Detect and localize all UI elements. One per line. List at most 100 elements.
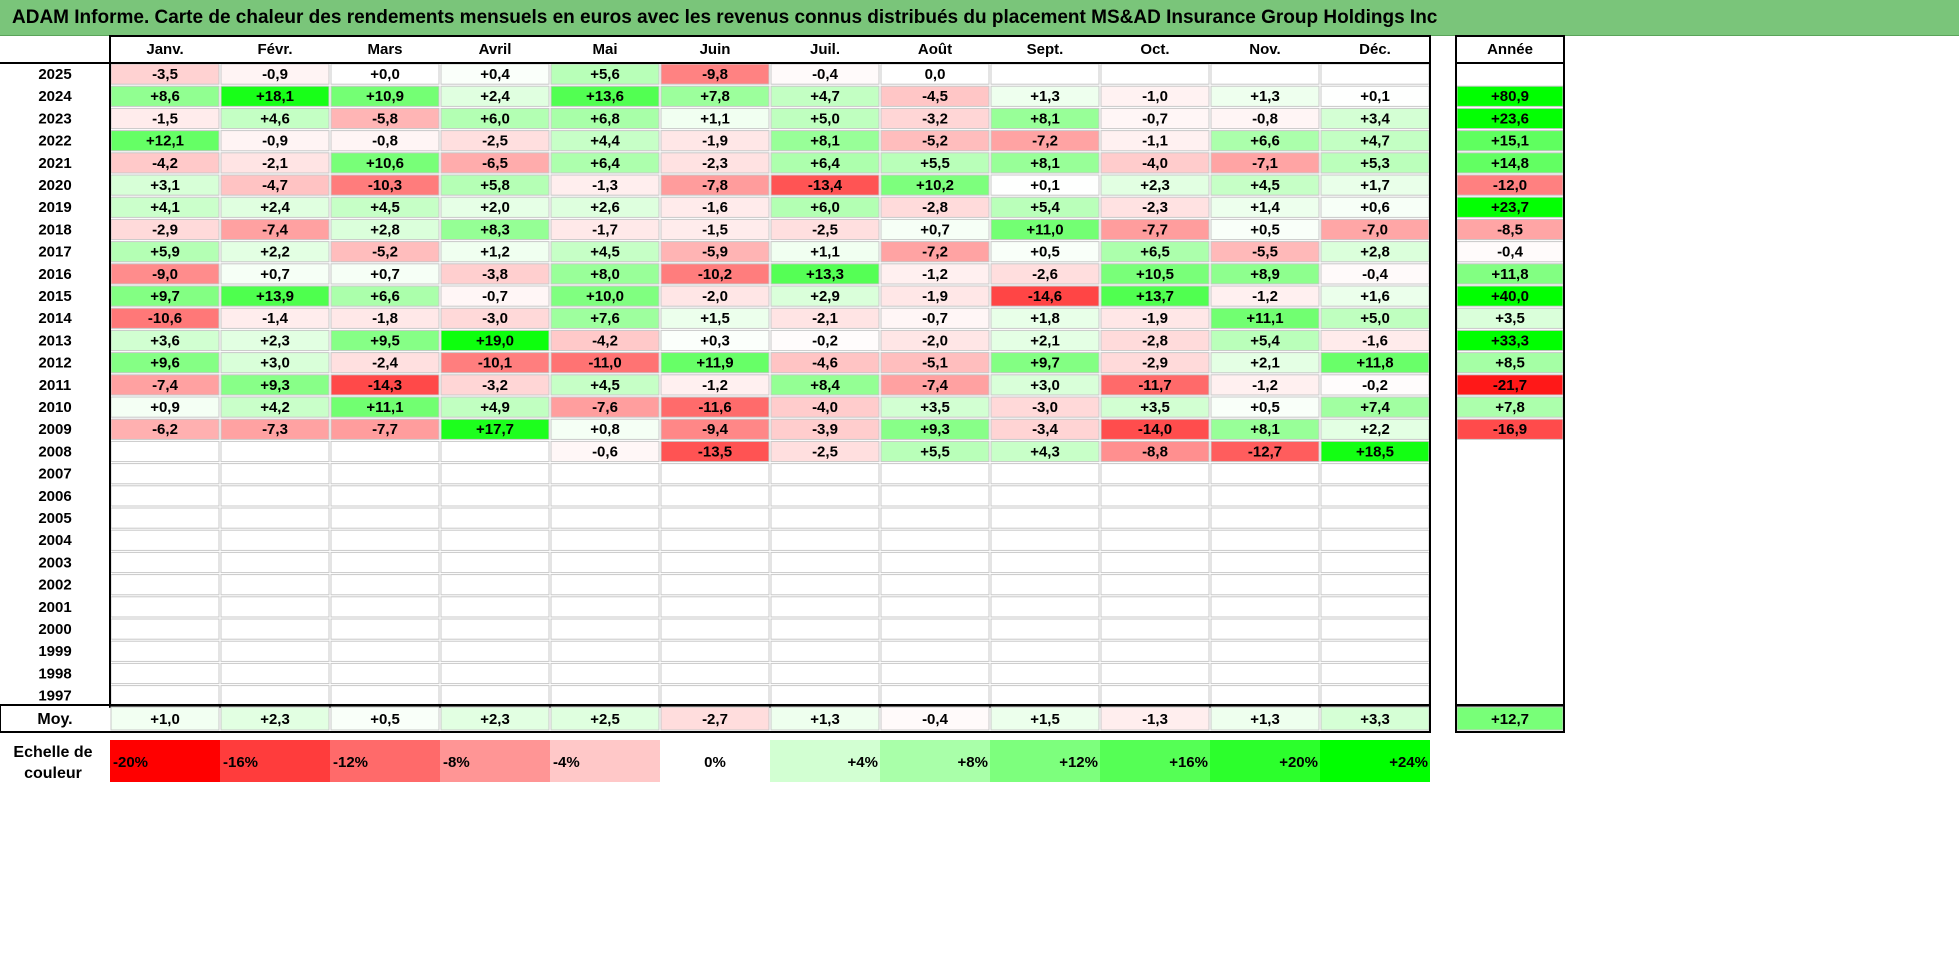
heatmap-cell (990, 418, 1100, 440)
heatmap-cell (550, 440, 660, 463)
heatmap-cell (1100, 63, 1210, 85)
heatmap-cell (880, 85, 990, 107)
cell-value: -9,0 (152, 266, 178, 283)
heatmap-cell (110, 463, 220, 485)
color-scale-step: +12% (1059, 754, 1098, 771)
year-label: 2009 (38, 421, 71, 438)
cell-value: +2,2 (260, 244, 290, 261)
heatmap-cell (110, 529, 220, 551)
heatmap-cell (770, 307, 880, 329)
annual-value: +14,8 (1491, 155, 1529, 172)
cell-value: -1,9 (922, 288, 948, 305)
heatmap-cell (110, 485, 220, 507)
year-label: 2019 (38, 199, 71, 216)
cell-value: -0,7 (922, 310, 948, 327)
heatmap-cell (990, 352, 1100, 374)
cell-value: -12,7 (1248, 443, 1282, 460)
heatmap-cell (1210, 196, 1320, 218)
heatmap-cell (220, 418, 330, 440)
heatmap-cell (1210, 329, 1320, 352)
cell-value: +9,5 (370, 332, 400, 349)
heatmap-cell (1100, 285, 1210, 307)
cell-value: -4,7 (262, 177, 288, 194)
cell-value: +4,5 (370, 199, 400, 216)
heatmap-cell (110, 574, 220, 596)
cell-value: -2,9 (152, 221, 178, 238)
cell-value: -2,5 (812, 443, 838, 460)
heatmap-cell (770, 241, 880, 263)
heatmap-cell (770, 418, 880, 440)
cell-value: -1,8 (372, 310, 398, 327)
heatmap-cell (220, 440, 330, 463)
heatmap-cell (330, 285, 440, 307)
heatmap-cell (110, 596, 220, 618)
heatmap-cell (990, 596, 1100, 618)
cell-value: +9,3 (260, 377, 290, 394)
heatmap-cell (770, 507, 880, 529)
heatmap-cell (770, 85, 880, 107)
chart-title-bar: ADAM Informe. Carte de chaleur des rende… (0, 0, 1959, 36)
cell-value: -1,2 (922, 266, 948, 283)
heatmap-cell (220, 196, 330, 218)
heatmap-cell (1210, 396, 1320, 418)
cell-value: -2,4 (372, 355, 399, 372)
heatmap-cell (1320, 507, 1430, 529)
cell-value: -3,5 (152, 66, 178, 83)
heatmap-cell (880, 507, 990, 529)
cell-value: -10,6 (148, 310, 182, 327)
heatmap-cell (770, 374, 880, 396)
heatmap-cell (550, 574, 660, 596)
cell-value: +5,5 (920, 155, 950, 172)
heatmap-cell (880, 263, 990, 285)
heatmap-cell (440, 352, 550, 374)
cell-value: -2,1 (262, 155, 288, 172)
heatmap-cell (220, 685, 330, 707)
cell-value: -5,8 (372, 110, 398, 127)
year-label: 2020 (38, 177, 71, 194)
average-cell (220, 706, 330, 731)
heatmap-cell (1320, 551, 1430, 574)
color-scale-swatch (550, 740, 660, 782)
heatmap-cell (880, 174, 990, 196)
color-scale-swatch (440, 740, 550, 782)
heatmap-cell (1320, 529, 1430, 551)
cell-value: +1,1 (700, 110, 730, 127)
cell-value: -7,0 (1362, 221, 1388, 238)
cell-value: +3,5 (920, 399, 950, 416)
cell-value: -8,8 (1142, 443, 1168, 460)
average-value: +2,5 (590, 711, 620, 728)
heatmap-cell (660, 640, 770, 662)
year-label: 2013 (38, 332, 71, 349)
cell-value: +11,9 (696, 355, 733, 372)
cell-value: +1,2 (480, 244, 510, 261)
heatmap-cell (1100, 662, 1210, 685)
annual-cell (1457, 552, 1563, 573)
cell-value: +11,8 (1356, 355, 1393, 372)
heatmap-cell (440, 218, 550, 241)
heatmap-cell (220, 618, 330, 640)
heatmap-cell (1210, 307, 1320, 329)
cell-value: -1,5 (152, 110, 178, 127)
cell-value: +11,1 (366, 399, 403, 416)
heatmap-cell (330, 551, 440, 574)
cell-value: -10,2 (698, 266, 732, 283)
cell-value: +3,6 (150, 332, 180, 349)
year-label: 2005 (38, 510, 71, 527)
cell-value: +0,8 (590, 421, 620, 438)
heatmap-cell (330, 618, 440, 640)
year-label: 2007 (38, 466, 71, 483)
cell-value: -2,3 (702, 155, 728, 172)
cell-value: 0,0 (925, 66, 946, 83)
cell-value: +0,1 (1360, 88, 1390, 105)
cell-value: +8,3 (480, 221, 510, 238)
annual-value: +23,7 (1491, 199, 1529, 216)
cell-value: -6,5 (482, 155, 508, 172)
heatmap-cell (770, 463, 880, 485)
heatmap-cell (770, 263, 880, 285)
heatmap-cell (660, 174, 770, 196)
year-label: 2012 (38, 355, 71, 372)
cell-value: -0,9 (262, 66, 288, 83)
heatmap-cell (550, 152, 660, 174)
heatmap-cell (440, 396, 550, 418)
cell-value: -0,4 (812, 66, 839, 83)
